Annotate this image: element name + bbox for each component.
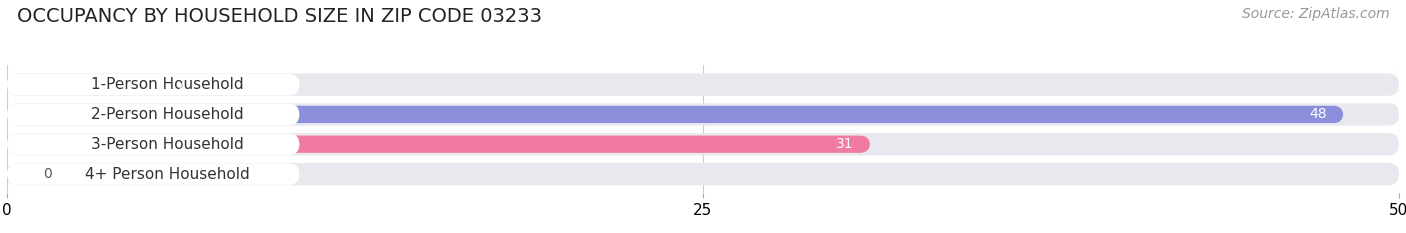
Text: 2-Person Household: 2-Person Household bbox=[91, 107, 243, 122]
Text: OCCUPANCY BY HOUSEHOLD SIZE IN ZIP CODE 03233: OCCUPANCY BY HOUSEHOLD SIZE IN ZIP CODE … bbox=[17, 7, 541, 26]
FancyBboxPatch shape bbox=[7, 163, 299, 185]
FancyBboxPatch shape bbox=[7, 165, 30, 183]
FancyBboxPatch shape bbox=[7, 104, 299, 125]
Text: 48: 48 bbox=[1309, 107, 1327, 121]
FancyBboxPatch shape bbox=[7, 74, 299, 95]
FancyBboxPatch shape bbox=[7, 134, 299, 155]
FancyBboxPatch shape bbox=[7, 133, 1399, 155]
FancyBboxPatch shape bbox=[7, 106, 1343, 123]
FancyBboxPatch shape bbox=[7, 163, 1399, 185]
Text: 1-Person Household: 1-Person Household bbox=[91, 77, 243, 92]
Text: 3-Person Household: 3-Person Household bbox=[91, 137, 243, 152]
Text: Source: ZipAtlas.com: Source: ZipAtlas.com bbox=[1241, 7, 1389, 21]
Text: 31: 31 bbox=[835, 137, 853, 151]
Text: 4+ Person Household: 4+ Person Household bbox=[84, 167, 249, 182]
FancyBboxPatch shape bbox=[7, 73, 1399, 96]
FancyBboxPatch shape bbox=[7, 76, 202, 93]
FancyBboxPatch shape bbox=[7, 136, 870, 153]
FancyBboxPatch shape bbox=[7, 103, 1399, 126]
Text: 7: 7 bbox=[176, 78, 186, 92]
Text: 0: 0 bbox=[44, 167, 52, 181]
